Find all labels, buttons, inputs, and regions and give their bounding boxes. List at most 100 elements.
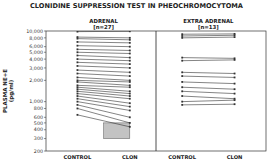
marker xyxy=(129,116,131,118)
marker xyxy=(181,95,183,97)
line xyxy=(77,46,129,47)
group-label: ADRENAL[n=27] xyxy=(89,18,118,30)
series xyxy=(77,38,131,41)
marker xyxy=(129,71,131,73)
marker xyxy=(129,95,131,97)
marker xyxy=(77,93,79,95)
marker xyxy=(77,95,79,97)
marker xyxy=(129,39,131,41)
line xyxy=(77,41,129,43)
series xyxy=(77,81,131,86)
marker xyxy=(129,75,131,77)
series xyxy=(181,86,235,90)
marker xyxy=(129,53,131,55)
line xyxy=(182,104,234,106)
line xyxy=(77,102,129,111)
marker xyxy=(181,71,183,73)
y-tick-label: 1,000 xyxy=(29,99,43,104)
series xyxy=(77,36,131,39)
series xyxy=(181,34,235,37)
line xyxy=(77,94,129,99)
marker xyxy=(77,55,79,57)
marker xyxy=(234,99,236,101)
series xyxy=(77,58,131,61)
series xyxy=(77,77,131,82)
marker xyxy=(181,33,183,35)
marker xyxy=(77,101,79,103)
series xyxy=(77,31,131,33)
marker xyxy=(181,35,183,37)
series xyxy=(181,95,235,99)
marker xyxy=(234,88,236,90)
line xyxy=(77,87,129,91)
y-tick-label: 10,000 xyxy=(26,29,43,34)
marker xyxy=(77,36,79,38)
marker xyxy=(77,86,79,88)
marker xyxy=(234,83,236,85)
marker xyxy=(77,31,79,33)
series xyxy=(181,99,235,102)
marker xyxy=(129,106,131,108)
series xyxy=(77,101,131,112)
y-tick-label: 200 xyxy=(34,149,43,154)
series xyxy=(77,104,131,118)
line xyxy=(77,59,129,61)
line xyxy=(182,91,234,93)
marker xyxy=(129,81,131,83)
series xyxy=(181,75,235,78)
series xyxy=(77,108,131,124)
line xyxy=(182,37,234,39)
line xyxy=(77,49,129,50)
line xyxy=(182,33,234,34)
line xyxy=(182,76,234,77)
marker xyxy=(129,98,131,100)
y-tick-label: 2,000 xyxy=(29,78,43,83)
line xyxy=(77,85,129,87)
line xyxy=(77,82,129,85)
series xyxy=(181,36,235,39)
line xyxy=(77,31,129,32)
x-tick-label: CONTROL xyxy=(168,154,197,160)
series xyxy=(77,41,131,44)
marker xyxy=(181,81,183,83)
marker xyxy=(181,57,183,59)
x-tick-label: CONTROL xyxy=(64,154,93,160)
series xyxy=(181,71,235,74)
line xyxy=(77,91,129,96)
line xyxy=(77,37,129,39)
y-tick-label: 3,000 xyxy=(29,66,43,71)
line xyxy=(182,82,234,84)
line xyxy=(182,87,234,89)
marker xyxy=(129,86,131,88)
marker xyxy=(181,86,183,88)
marker xyxy=(234,77,236,79)
marker xyxy=(181,37,183,39)
marker xyxy=(77,88,79,90)
y-tick-label: 6,000 xyxy=(29,44,43,49)
line xyxy=(77,55,129,57)
marker xyxy=(129,37,131,39)
marker xyxy=(129,93,131,95)
title: CLONIDINE SUPPRESSION TEST IN PHEOCHROMO… xyxy=(30,2,244,10)
series xyxy=(77,114,131,128)
marker xyxy=(77,114,79,116)
y-tick-label: 8,000 xyxy=(29,36,43,41)
marker xyxy=(77,41,79,43)
line xyxy=(182,57,234,59)
marker xyxy=(77,108,79,110)
marker xyxy=(77,61,79,63)
marker xyxy=(129,84,131,86)
line xyxy=(182,96,234,99)
series xyxy=(77,93,131,100)
series xyxy=(181,90,235,94)
marker xyxy=(129,122,131,124)
marker xyxy=(77,81,79,83)
marker xyxy=(181,75,183,77)
chart: CLONIDINE SUPPRESSION TEST IN PHEOCHROMO… xyxy=(0,0,273,168)
marker xyxy=(77,73,79,75)
x-tick-label: CLON xyxy=(227,154,243,160)
series xyxy=(181,81,235,84)
marker xyxy=(129,126,131,128)
marker xyxy=(129,46,131,48)
line xyxy=(77,80,129,82)
